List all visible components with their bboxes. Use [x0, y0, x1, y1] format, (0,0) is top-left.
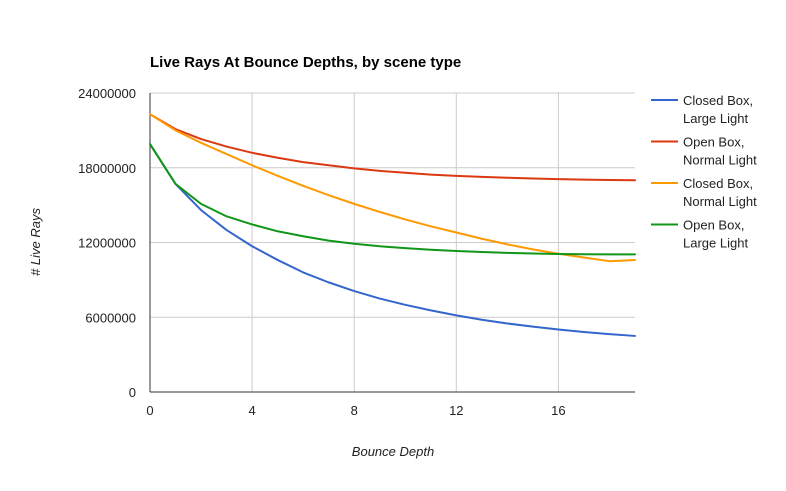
x-tick-label: 8	[351, 403, 358, 418]
chart-title: Live Rays At Bounce Depths, by scene typ…	[150, 54, 461, 71]
series-line-1	[149, 143, 636, 337]
series-line-2	[149, 113, 636, 182]
legend-label: Large Light	[683, 111, 748, 126]
x-axis-title: Bounce Depth	[352, 444, 434, 459]
x-tick-label: 16	[551, 403, 565, 418]
legend-label: Open Box,	[683, 135, 744, 150]
axes	[149, 93, 635, 393]
series-lines	[149, 113, 636, 337]
gridlines	[150, 92, 635, 392]
series-line-3	[149, 113, 636, 263]
legend-label: Normal Light	[683, 194, 757, 209]
legend-label: Closed Box,	[683, 176, 753, 191]
y-tick-label: 24000000	[78, 86, 136, 101]
legend-label: Large Light	[683, 236, 748, 251]
tick-labels: 0 6000000 12000000 18000000 24000000 0 4 8 12 16	[78, 86, 565, 418]
x-tick-label: 4	[248, 403, 255, 418]
legend: Closed Box, Large Light Open Box, Normal Li…	[651, 93, 757, 251]
series-line-4	[149, 143, 636, 256]
legend-label: Normal Light	[683, 153, 757, 168]
y-axis-title: # Live Rays	[28, 208, 43, 276]
legend-label: Closed Box,	[683, 93, 753, 108]
y-tick-label: 6000000	[85, 310, 136, 325]
y-tick-label: 18000000	[78, 161, 136, 176]
x-tick-label: 0	[146, 403, 153, 418]
x-tick-label: 12	[449, 403, 463, 418]
y-tick-label: 0	[129, 385, 136, 400]
legend-label: Open Box,	[683, 218, 744, 233]
y-tick-label: 12000000	[78, 236, 136, 251]
